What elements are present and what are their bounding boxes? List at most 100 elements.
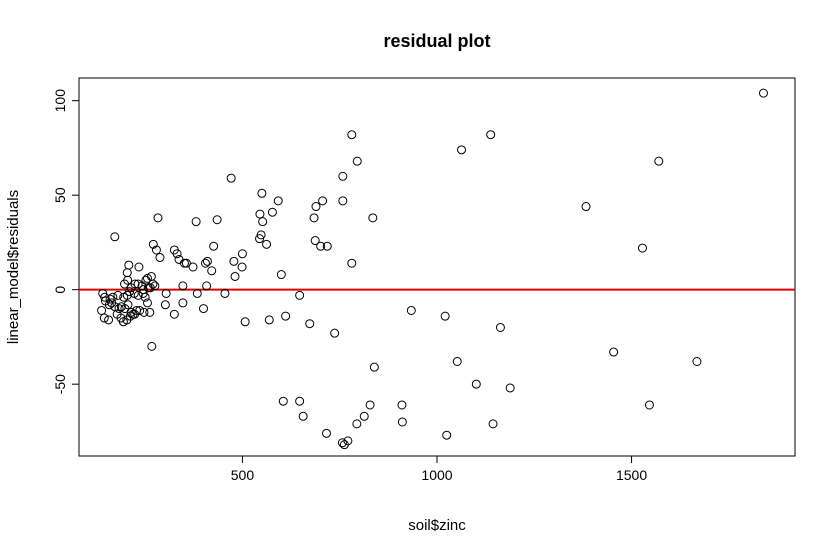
data-point xyxy=(316,241,326,251)
data-point xyxy=(347,258,357,268)
data-point xyxy=(257,188,267,198)
data-point xyxy=(352,419,362,429)
data-point xyxy=(178,281,188,291)
data-point xyxy=(352,156,362,166)
data-point xyxy=(133,290,143,300)
data-point xyxy=(104,300,114,310)
data-points xyxy=(97,88,768,450)
data-point xyxy=(397,400,407,410)
data-point xyxy=(199,304,209,314)
data-point xyxy=(240,317,250,327)
data-point xyxy=(258,217,268,227)
data-point xyxy=(178,298,188,308)
data-point xyxy=(637,243,647,253)
data-point xyxy=(100,292,110,302)
data-point xyxy=(160,300,170,310)
data-point xyxy=(337,438,347,448)
data-point xyxy=(202,256,212,266)
data-point xyxy=(150,281,160,291)
data-point xyxy=(758,88,768,98)
data-point xyxy=(104,315,114,325)
data-point xyxy=(161,288,171,298)
data-point xyxy=(105,294,115,304)
data-point xyxy=(581,202,591,212)
data-point xyxy=(369,362,379,372)
data-point xyxy=(237,262,247,272)
data-point xyxy=(311,202,321,212)
data-point xyxy=(276,270,286,280)
data-point xyxy=(457,145,467,155)
chart-title: residual plot xyxy=(383,31,490,51)
data-point xyxy=(692,357,702,366)
data-point xyxy=(181,258,191,268)
data-point xyxy=(125,311,135,321)
data-point xyxy=(153,213,163,223)
data-point xyxy=(365,400,375,410)
data-point xyxy=(169,309,179,319)
data-point xyxy=(110,232,120,242)
data-point xyxy=(309,213,319,223)
data-point xyxy=(99,313,109,323)
x-axis-label: soil$zinc xyxy=(408,517,466,534)
data-point xyxy=(278,396,288,406)
data-point xyxy=(202,281,212,291)
data-point xyxy=(226,173,236,183)
data-point xyxy=(151,245,161,255)
data-point xyxy=(200,258,210,268)
data-point xyxy=(267,207,277,217)
data-point xyxy=(305,319,315,329)
data-point xyxy=(207,266,217,276)
data-point xyxy=(132,305,142,315)
data-point xyxy=(145,307,155,317)
data-point xyxy=(273,196,283,206)
y-tick-label: 100 xyxy=(52,89,68,113)
y-axis-label: linear_model$residuals xyxy=(5,190,22,344)
data-point xyxy=(442,430,452,440)
data-point xyxy=(212,215,222,225)
data-point xyxy=(295,290,305,300)
data-point xyxy=(134,262,144,272)
y-axis: -50 0 50 100 xyxy=(52,89,80,394)
data-point xyxy=(142,273,152,283)
y-tick-label: -50 xyxy=(52,374,68,394)
data-point xyxy=(256,230,266,240)
data-point xyxy=(321,428,331,438)
data-point xyxy=(310,236,320,246)
y-tick-label: 50 xyxy=(52,187,68,203)
data-point xyxy=(368,213,378,223)
data-point xyxy=(230,271,240,281)
data-point xyxy=(318,196,328,206)
data-point xyxy=(155,253,165,263)
data-point xyxy=(119,292,129,302)
data-point xyxy=(130,279,140,289)
data-point xyxy=(145,283,155,293)
data-point xyxy=(488,419,498,429)
data-point xyxy=(359,411,369,421)
data-point xyxy=(295,396,305,406)
data-point xyxy=(654,156,664,166)
data-point xyxy=(505,383,515,393)
data-point xyxy=(209,241,219,251)
data-point xyxy=(347,130,357,140)
data-point xyxy=(397,417,407,427)
data-point xyxy=(191,217,201,227)
data-point xyxy=(452,357,462,366)
data-point xyxy=(172,249,182,259)
data-point xyxy=(281,311,291,321)
data-point xyxy=(188,262,198,272)
data-point xyxy=(262,239,272,249)
data-point xyxy=(644,400,654,410)
data-point xyxy=(142,298,152,308)
data-point xyxy=(471,379,481,389)
data-point xyxy=(440,311,450,321)
y-tick-label: 0 xyxy=(52,286,68,294)
data-point xyxy=(140,292,150,302)
x-tick-label: 1500 xyxy=(616,467,647,483)
data-point xyxy=(338,196,348,206)
data-point xyxy=(495,322,505,332)
data-point xyxy=(264,315,274,325)
data-point xyxy=(147,341,157,351)
data-point xyxy=(229,256,239,266)
